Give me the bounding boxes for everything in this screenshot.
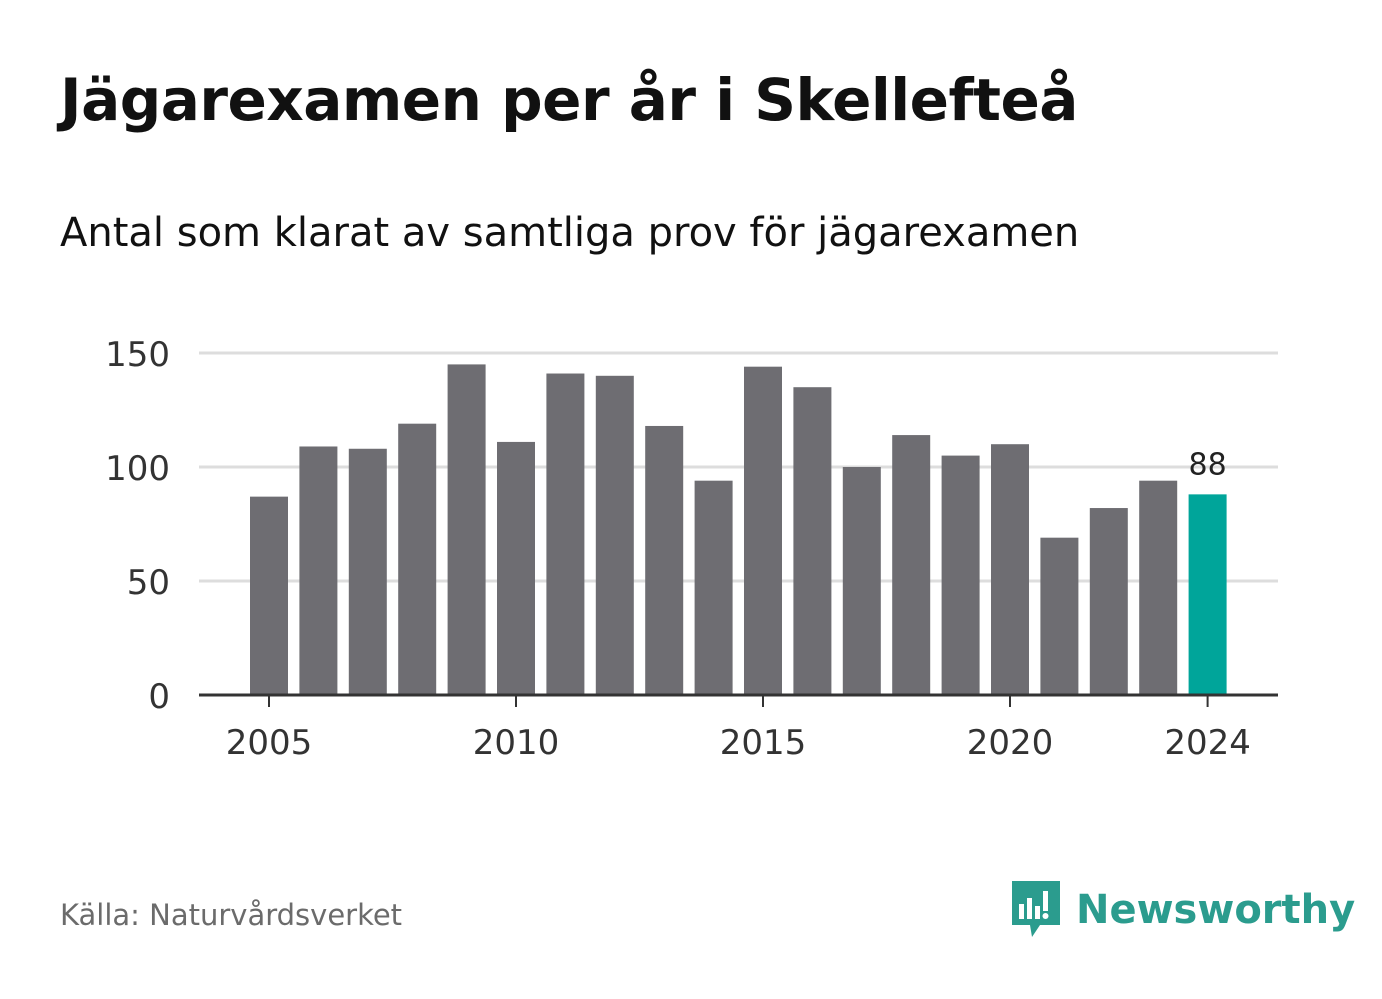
y-tick-label: 150 xyxy=(105,335,170,375)
bar xyxy=(250,496,288,695)
bar xyxy=(447,364,486,695)
bar xyxy=(398,423,437,695)
tick-labels: 0 50 100 150 88 2005 2010 2015 2020 2024 xyxy=(105,335,1251,763)
newsworthy-bar-chart-bubble-icon xyxy=(1012,881,1060,937)
y-tick-label: 0 xyxy=(148,677,170,717)
brand-logo[interactable]: Newsworthy xyxy=(1010,878,1355,942)
bar-highlight xyxy=(1188,494,1227,695)
source-note: Källa: Naturvårdsverket xyxy=(60,898,403,932)
x-tick-label: 2015 xyxy=(720,723,807,763)
y-tick-label: 50 xyxy=(127,563,170,603)
bar xyxy=(1089,508,1128,695)
bar xyxy=(497,441,535,695)
bar xyxy=(991,444,1029,695)
bar-value-label: 88 xyxy=(1189,447,1227,482)
bar xyxy=(892,435,931,695)
y-tick-label: 100 xyxy=(105,449,170,489)
bar xyxy=(941,455,980,695)
bar xyxy=(348,448,387,695)
bars xyxy=(250,364,1227,695)
x-axis xyxy=(199,693,1278,707)
x-tick-label: 2020 xyxy=(967,723,1054,763)
bar xyxy=(595,375,634,695)
bar xyxy=(645,425,684,695)
chart-subtitle: Antal som klarat av samtliga prov för jä… xyxy=(60,210,1080,256)
bar xyxy=(546,373,585,695)
bar xyxy=(1040,537,1079,695)
bar xyxy=(842,467,881,695)
brand-name: Newsworthy xyxy=(1076,887,1356,933)
bar xyxy=(299,446,338,695)
x-tick-label: 2010 xyxy=(473,723,560,763)
x-tick-label: 2024 xyxy=(1164,723,1251,763)
x-tick-label: 2005 xyxy=(226,723,313,763)
bar xyxy=(1139,480,1178,695)
bar xyxy=(694,480,733,695)
bar xyxy=(793,387,832,695)
bar xyxy=(744,366,782,695)
chart-title: Jägarexamen per år i Skellefteå xyxy=(60,66,1078,134)
